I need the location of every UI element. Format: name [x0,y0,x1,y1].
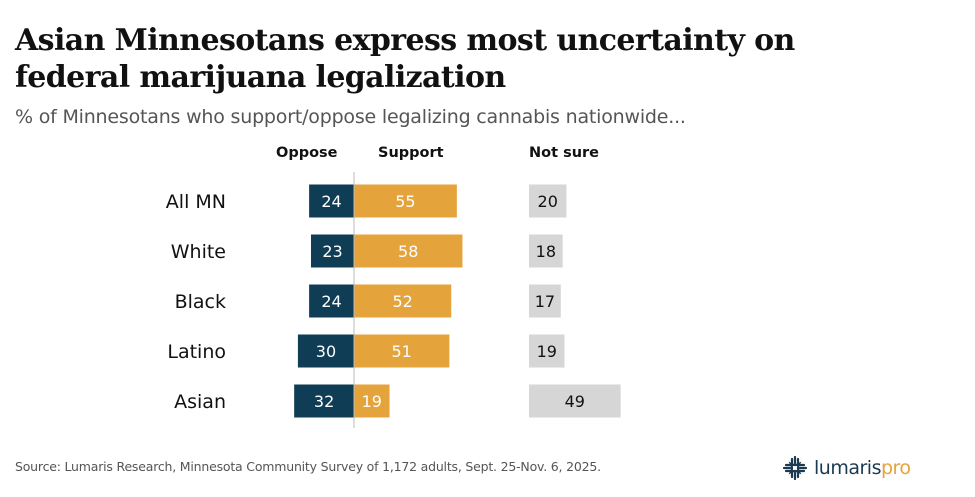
support-value-asian: 19 [362,392,382,411]
row-label-black: Black [175,291,226,313]
logo-text-lumaris: lumaris [814,457,881,479]
support-value-black: 52 [392,292,412,311]
oppose-value-black: 24 [321,292,341,311]
row-label-white: White [171,241,226,263]
logo-text-pro: pro [880,457,911,479]
support-bar-white [354,234,463,268]
oppose-bar-black [309,284,354,318]
not-sure-value-all-mn: 20 [538,192,558,211]
support-bar-latino [354,334,450,368]
not-sure-value-asian: 49 [565,392,585,411]
not-sure-bar-white [529,234,563,268]
oppose-column-header: Oppose [276,145,338,161]
support-bar-asian [354,384,390,418]
not-sure-bar-latino [529,334,565,368]
not-sure-bar-asian [529,384,621,418]
row-label-all-mn: All MN [166,191,226,213]
lumaris-logo-icon [782,455,808,481]
support-bar-black [354,284,452,318]
not-sure-value-black: 17 [535,292,555,311]
source-note: Source: Lumaris Research, Minnesota Comm… [15,459,601,474]
not-sure-column-header: Not sure [529,145,600,161]
lumaris-logo: lumarispro [782,455,911,481]
oppose-value-asian: 32 [314,392,334,411]
oppose-value-latino: 30 [316,342,336,361]
support-value-all-mn: 55 [395,192,415,211]
support-column-header: Support [378,145,444,161]
chart-title: Asian Minnesotans express most uncertain… [15,23,795,95]
lumaris-logo-text: lumarispro [814,457,911,479]
support-value-latino: 51 [392,342,412,361]
oppose-bar-all-mn [309,184,354,218]
not-sure-bar-all-mn [529,184,567,218]
oppose-bar-white [310,234,354,268]
oppose-bar-asian [294,384,354,418]
chart-subtitle: % of Minnesotans who support/oppose lega… [15,106,686,128]
oppose-bar-latino [297,334,354,368]
row-label-asian: Asian [174,391,226,413]
support-bar-all-mn [354,184,457,218]
row-label-latino: Latino [167,341,226,363]
not-sure-value-latino: 19 [537,342,557,361]
not-sure-bar-black [529,284,561,318]
oppose-value-white: 23 [322,242,342,261]
not-sure-value-white: 18 [536,242,556,261]
support-value-white: 58 [398,242,418,261]
oppose-value-all-mn: 24 [321,192,341,211]
